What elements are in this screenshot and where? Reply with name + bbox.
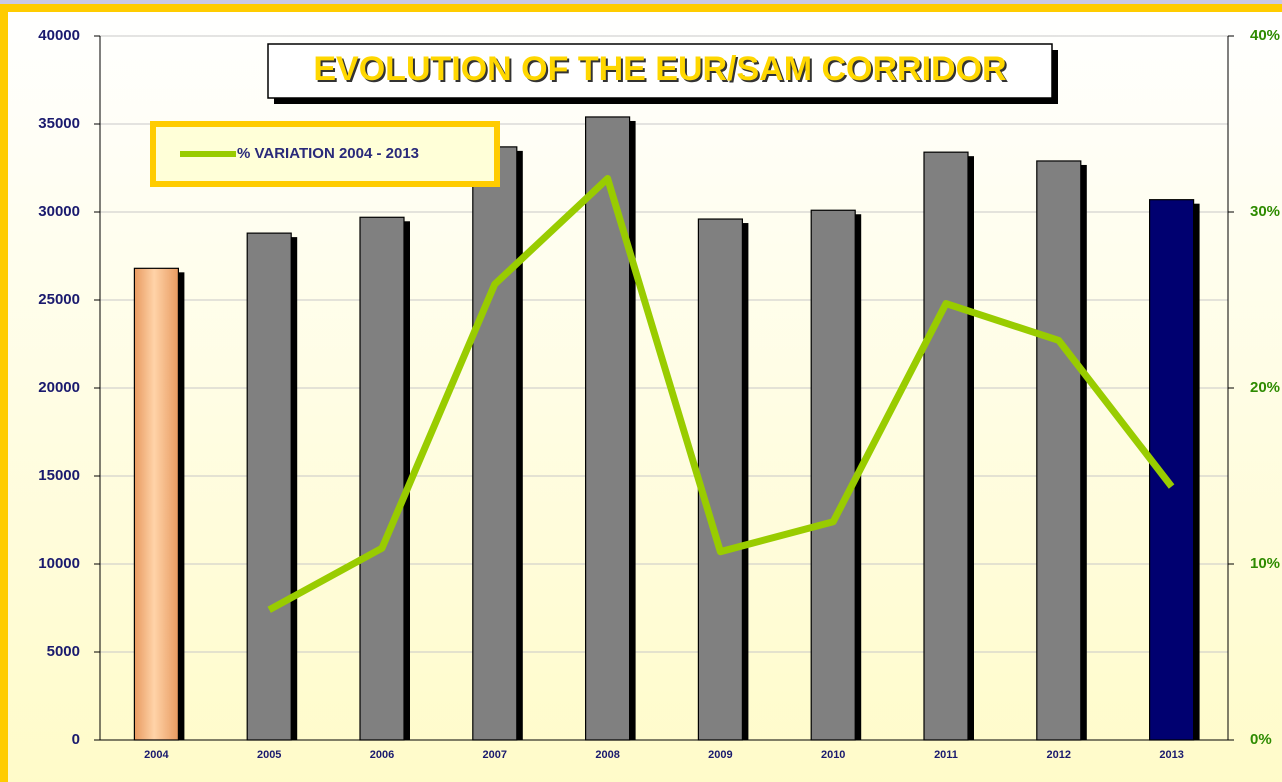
y2-tick-label: 10% [1250, 555, 1280, 572]
x-tick-label: 2012 [1047, 749, 1071, 761]
title-box [267, 43, 1053, 99]
y-tick-label: 30000 [38, 203, 80, 220]
y2-tick-label: 30% [1250, 203, 1280, 220]
x-tick-label: 2007 [483, 749, 507, 761]
bar [472, 146, 518, 741]
bar [810, 209, 856, 741]
y-tick-label: 0 [72, 731, 80, 748]
bar [923, 151, 969, 741]
y-tick-label: 35000 [38, 115, 80, 132]
title-shadow-text: EVOLUTION OF THE EUR/SAM CORRIDOR [315, 52, 1008, 90]
x-tick-label: 2013 [1159, 749, 1183, 761]
y2-tick-label: 20% [1250, 379, 1280, 396]
bar [1036, 160, 1082, 741]
legend-label: % VARIATION 2004 - 2013 [237, 145, 419, 162]
bar [133, 267, 179, 741]
bar [359, 216, 405, 741]
y-tick-label: 40000 [38, 27, 80, 44]
y-tick-label: 20000 [38, 379, 80, 396]
x-tick-label: 2011 [934, 749, 958, 761]
x-tick-label: 2009 [708, 749, 732, 761]
x-tick-label: 2008 [595, 749, 619, 761]
y-tick-label: 25000 [38, 291, 80, 308]
line [267, 175, 1175, 613]
x-tick-label: 2005 [257, 749, 281, 761]
y2-tick-label: 0% [1250, 731, 1272, 748]
legend-box [150, 121, 500, 187]
x-tick-label: 2010 [821, 749, 845, 761]
bar [246, 232, 292, 741]
y2-tick-label: 40% [1250, 27, 1280, 44]
bar [697, 218, 744, 741]
chart-title: EVOLUTION OF THE EUR/SAM CORRIDOR [313, 50, 1006, 88]
bar [584, 116, 631, 741]
y-tick-label: 15000 [38, 467, 80, 484]
y-tick-label: 5000 [47, 643, 80, 660]
x-tick-label: 2006 [370, 749, 394, 761]
x-tick-label: 2004 [144, 749, 169, 761]
y-tick-label: 10000 [38, 555, 80, 572]
